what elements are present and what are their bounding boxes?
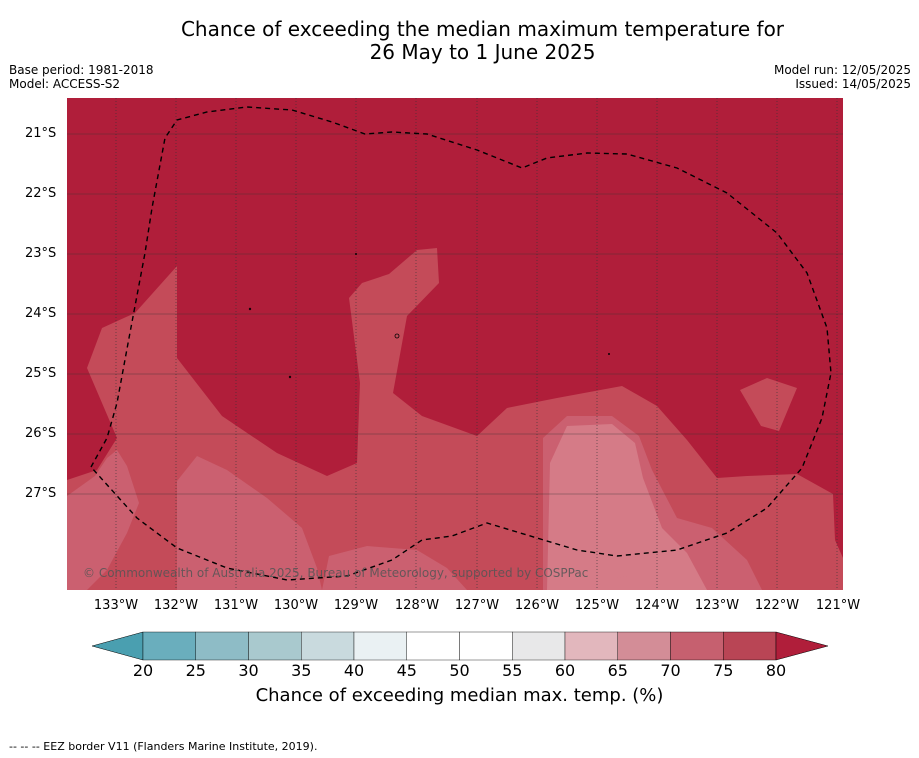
colorbar-segment <box>195 631 249 661</box>
colorbar-tick-label: 45 <box>396 661 417 680</box>
lon-label: 130°W <box>273 598 319 613</box>
meridians <box>115 98 838 590</box>
colorbar-low-extend <box>91 631 144 661</box>
region-70-75 <box>67 450 139 590</box>
lon-label: 127°W <box>454 598 500 613</box>
run-info: Model run: 12/05/2025 Issued: 14/05/2025 <box>774 63 911 91</box>
colorbar-tick-label: 20 <box>132 661 154 680</box>
colorbar-high-extend <box>775 631 829 661</box>
colorbar-segment <box>723 631 777 661</box>
base-info: Base period: 1981-2018 Model: ACCESS-S2 <box>9 63 154 91</box>
islands <box>248 252 611 379</box>
colorbar-tick-label: 80 <box>765 661 787 680</box>
colorbar-segment <box>142 631 196 661</box>
colorbar-tick-label: 70 <box>660 661 681 680</box>
title-line-1: Chance of exceeding the median maximum t… <box>180 17 785 41</box>
lon-label: 121°W <box>815 598 861 613</box>
colorbar-tick-label: 55 <box>502 661 523 680</box>
lat-label: 22°S <box>25 186 57 201</box>
region-65-70 <box>547 424 707 590</box>
title-line-2: 26 May to 1 June 2025 <box>369 40 596 64</box>
eez-legend-note: -- -- -- EEZ border V11 (Flanders Marine… <box>9 740 318 753</box>
graticule <box>67 133 843 495</box>
colorbar-segment <box>670 631 724 661</box>
lat-label: 26°S <box>25 426 57 441</box>
lon-label: 132°W <box>153 598 199 613</box>
lon-label: 129°W <box>333 598 379 613</box>
lat-label: 27°S <box>25 486 57 501</box>
region-75-80-east <box>740 378 797 431</box>
forecast-map <box>67 98 843 590</box>
colorbar-tick-label: 35 <box>291 661 312 680</box>
colorbar-segment <box>459 631 513 661</box>
lon-label: 128°W <box>394 598 440 613</box>
colorbar <box>90 630 830 662</box>
colorbar-tick-label: 60 <box>554 661 576 680</box>
lon-label: 133°W <box>93 598 139 613</box>
lon-label: 131°W <box>213 598 259 613</box>
issued-text: Issued: 14/05/2025 <box>795 77 911 91</box>
lat-label: 21°S <box>25 126 57 141</box>
model-run-text: Model run: 12/05/2025 <box>773 63 911 77</box>
lon-label: 125°W <box>574 598 620 613</box>
lon-label: 123°W <box>694 598 740 613</box>
colorbar-segment <box>301 631 355 661</box>
model-text: Model: ACCESS-S2 <box>9 77 121 91</box>
colorbar-segment <box>406 631 460 661</box>
eez-border <box>90 106 832 581</box>
map-title: Chance of exceeding the median maximum t… <box>0 18 919 64</box>
region-70-75-south <box>177 456 322 590</box>
colorbar-tick-label: 25 <box>185 661 206 680</box>
lat-label: 25°S <box>25 366 57 381</box>
colorbar-segment <box>512 631 566 661</box>
colorbar-tick-label: 30 <box>238 661 259 680</box>
lat-label: 23°S <box>25 246 57 261</box>
colorbar-tick-label: 50 <box>449 661 470 680</box>
colorbar-tick-label: 65 <box>607 661 628 680</box>
copyright-notice: © Commonwealth of Australia 2025, Bureau… <box>83 566 589 580</box>
colorbar-tick-label: 75 <box>713 661 734 680</box>
region-70-75-mid <box>322 546 467 590</box>
colorbar-segment <box>617 631 671 661</box>
lat-label: 24°S <box>25 306 57 321</box>
lon-label: 122°W <box>754 598 800 613</box>
colorbar-segment <box>564 631 618 661</box>
base-period-text: Base period: 1981-2018 <box>9 63 154 77</box>
colorbar-segment <box>248 631 302 661</box>
colorbar-segment <box>353 631 407 661</box>
region-65-70-small <box>607 576 635 590</box>
lon-label: 126°W <box>514 598 560 613</box>
colorbar-tick-label: 40 <box>343 661 365 680</box>
lon-label: 124°W <box>634 598 680 613</box>
colorbar-label: Chance of exceeding median max. temp. (%… <box>255 685 664 706</box>
